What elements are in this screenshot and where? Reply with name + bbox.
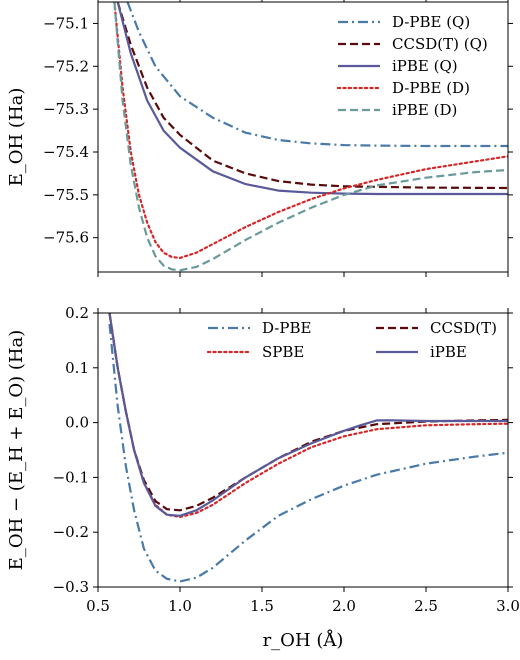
axes-frame — [97, 1, 509, 273]
legend-label: CCSD(T) — [430, 319, 497, 337]
x-tick-label: 2.0 — [332, 597, 356, 615]
bottom-panel: 0.2 0.1 0.0 −0.1 −0.2 −0.30.5 1.0 1.5 2.0 2.5 3.0 E… — [6, 304, 520, 651]
y-tick-label: −75.2 — [43, 57, 89, 75]
y-tick-label: 0.0 — [65, 414, 89, 432]
y-tick-label: −75.3 — [43, 100, 89, 118]
x-axis-label: r_OH (Å) — [263, 629, 344, 651]
series-line — [116, 2, 508, 190]
x-tick-label: 3.0 — [496, 597, 520, 615]
series-line — [113, 2, 508, 259]
series-line — [108, 323, 508, 583]
legend-label: D-PBE — [262, 319, 311, 337]
y-tick-label: −75.4 — [43, 143, 89, 161]
y-tick-label: −75.5 — [43, 186, 89, 204]
legend-label: CCSD(T) (Q) — [392, 35, 488, 53]
legend-label: SPBE — [262, 343, 304, 361]
legend: D-PBE (Q) CCSD(T) (Q) iPBE (Q) D-PBE (D) iPB… — [336, 13, 488, 119]
y-tick-label: 0.1 — [65, 359, 89, 377]
x-tick-label: 0.5 — [86, 597, 110, 615]
y-tick-label: −75.1 — [43, 14, 89, 32]
y-tick-label: −0.2 — [53, 523, 89, 541]
y-tick-label: −75.6 — [43, 229, 89, 247]
x-tick-label: 1.0 — [168, 597, 192, 615]
plot-area — [113, 2, 508, 272]
series-line — [113, 2, 508, 272]
plot-area — [108, 313, 508, 583]
x-tick-label: 1.5 — [250, 597, 274, 615]
top-panel: −75.1 −75.2 −75.3 −75.4 −75.5 −75.6 E_OH (Ha) D… — [6, 0, 513, 277]
legend-label: D-PBE (Q) — [392, 13, 470, 31]
y-tick-label: −0.1 — [53, 468, 89, 486]
series-line — [108, 313, 508, 517]
legend-label: D-PBE (D) — [392, 79, 470, 97]
y-tick-label: −0.3 — [53, 578, 89, 596]
legend-label: iPBE (D) — [392, 101, 457, 119]
series-line — [116, 2, 508, 196]
x-tick-label: 2.5 — [414, 597, 438, 615]
y-tick-label: 0.2 — [65, 304, 89, 322]
legend-label: iPBE (Q) — [392, 57, 458, 75]
legend-label: iPBE — [430, 343, 467, 361]
y-axis-label: E_OH − (E_H + E_O) (Ha) — [6, 330, 27, 571]
axes-frame — [97, 312, 509, 588]
series-line — [126, 2, 508, 148]
y-axis-label: E_OH (Ha) — [6, 88, 27, 187]
legend: D-PBE SPBE CCSD(T) iPBE — [206, 319, 497, 361]
